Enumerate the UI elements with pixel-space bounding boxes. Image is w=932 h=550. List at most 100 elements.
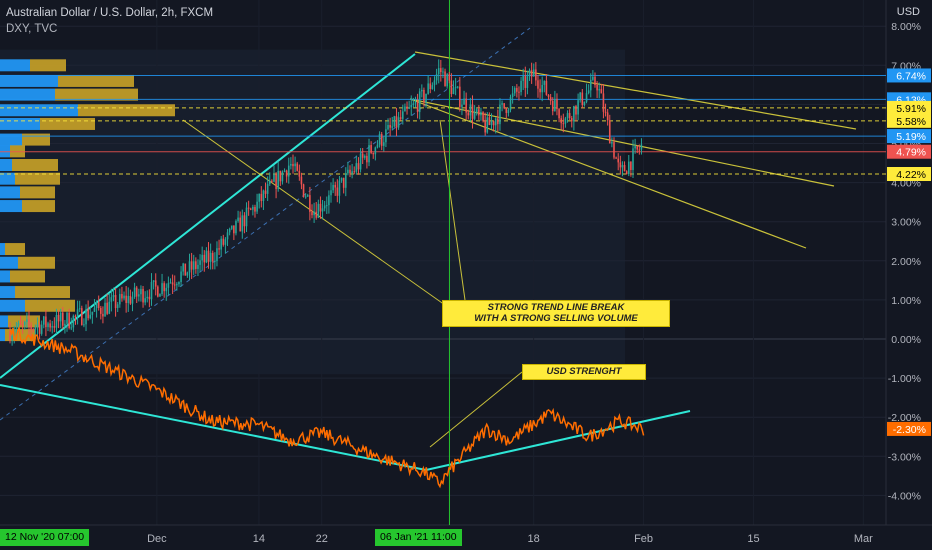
candle-body: [72, 315, 75, 328]
candle-body: [501, 103, 503, 105]
candle-body: [313, 211, 315, 216]
candle-body: [40, 324, 43, 334]
candle-body: [68, 312, 70, 328]
start-date-badge: 12 Nov '20 07:00: [0, 529, 90, 546]
candle-body: [463, 98, 465, 105]
candle-body: [281, 171, 284, 182]
candle-body: [245, 207, 248, 227]
candle-body: [543, 80, 546, 85]
candle-body: [104, 302, 106, 317]
candle-body: [216, 248, 218, 262]
candle-body: [125, 295, 127, 303]
candle-body: [309, 195, 311, 212]
candle-body: [190, 261, 193, 270]
candle-body: [302, 184, 305, 197]
candle-body: [421, 89, 423, 92]
volume-profile-sell: [10, 270, 45, 283]
candle-body: [410, 105, 413, 108]
candle-body: [524, 76, 527, 88]
candle-body: [425, 93, 427, 103]
candle-body: [169, 282, 172, 284]
candle-body: [74, 315, 77, 317]
candle-body: [180, 271, 182, 283]
volume-profile-buy: [0, 104, 78, 117]
candle-body: [70, 327, 73, 329]
candle-body: [167, 283, 170, 288]
compare-symbol[interactable]: DXY, TVC: [6, 23, 58, 35]
candle-body: [355, 163, 358, 172]
dxy-down-line: [0, 384, 427, 471]
candle-body: [402, 111, 404, 119]
candle-body: [414, 102, 417, 104]
candle-body: [442, 71, 444, 73]
volume-profile-buy: [0, 74, 58, 87]
candle-body: [93, 308, 96, 312]
price-label: -2.30%: [887, 421, 931, 436]
cursor-date-badge: 06 Jan '21 11:00: [375, 529, 462, 546]
candle-body: [554, 98, 556, 112]
volume-profile-buy: [0, 299, 25, 312]
x-tick-label: Mar: [854, 533, 873, 545]
candle-body: [21, 324, 24, 326]
candle-body: [440, 68, 442, 72]
candle-body: [336, 187, 339, 196]
candle-body: [144, 298, 146, 303]
candle-body: [296, 163, 299, 171]
candle-body: [475, 109, 478, 113]
candle-body: [256, 201, 258, 212]
candle-body: [505, 108, 508, 113]
candle-body: [264, 190, 267, 194]
volume-profile-sell: [15, 172, 60, 185]
candle-body: [34, 327, 37, 330]
candle-body: [418, 91, 421, 113]
candle-body: [165, 287, 168, 292]
x-tick-label: 15: [747, 533, 759, 545]
candle-body: [36, 324, 39, 328]
candle-body: [26, 319, 28, 322]
candle-body: [596, 85, 598, 91]
chart-title[interactable]: Australian Dollar / U.S. Dollar, 2h, FXC…: [6, 7, 214, 19]
candle-body: [42, 316, 45, 325]
candle-body: [587, 90, 590, 94]
candle-body: [537, 80, 539, 89]
candle-body: [220, 238, 222, 250]
candle-body: [214, 261, 216, 263]
candle-body: [152, 280, 155, 282]
volume-profile-buy: [0, 133, 22, 146]
candle-body: [292, 163, 294, 167]
volume-profile-sell: [5, 243, 25, 256]
candle-body: [528, 70, 531, 77]
volume-profile-sell: [20, 186, 55, 199]
trend-break-note[interactable]: STRONG TREND LINE BREAK WITH A STRONG SE…: [442, 300, 670, 327]
candle-body: [353, 171, 356, 173]
candle-body: [615, 157, 617, 159]
usd-strength-note[interactable]: USD STRENGHT: [522, 364, 646, 380]
volume-profile-sell: [15, 286, 70, 299]
price-label-bg: [887, 113, 931, 128]
candle-body: [211, 252, 214, 262]
candle-body: [159, 294, 161, 297]
candle-body: [121, 294, 123, 299]
candle-body: [176, 284, 178, 286]
candle-body: [638, 149, 641, 151]
x-tick-label: Feb: [634, 533, 653, 545]
candle-body: [389, 125, 391, 128]
candle-body: [239, 217, 241, 232]
price-label-text: 4.79%: [896, 147, 926, 159]
candle-body: [427, 83, 429, 94]
candle-body: [558, 109, 560, 119]
candle-body: [499, 104, 501, 125]
candle-body: [412, 103, 415, 106]
candle-body: [606, 112, 609, 121]
price-label-bg: [887, 421, 931, 436]
candle-body: [613, 142, 615, 158]
candle-body: [51, 326, 54, 328]
candle-body: [478, 109, 480, 116]
candle-body: [632, 148, 634, 170]
volume-profile-buy: [0, 172, 15, 185]
candle-body: [530, 70, 533, 77]
candle-body: [630, 161, 632, 170]
price-label-bg: [887, 100, 931, 115]
volume-profile-sell: [55, 88, 138, 101]
